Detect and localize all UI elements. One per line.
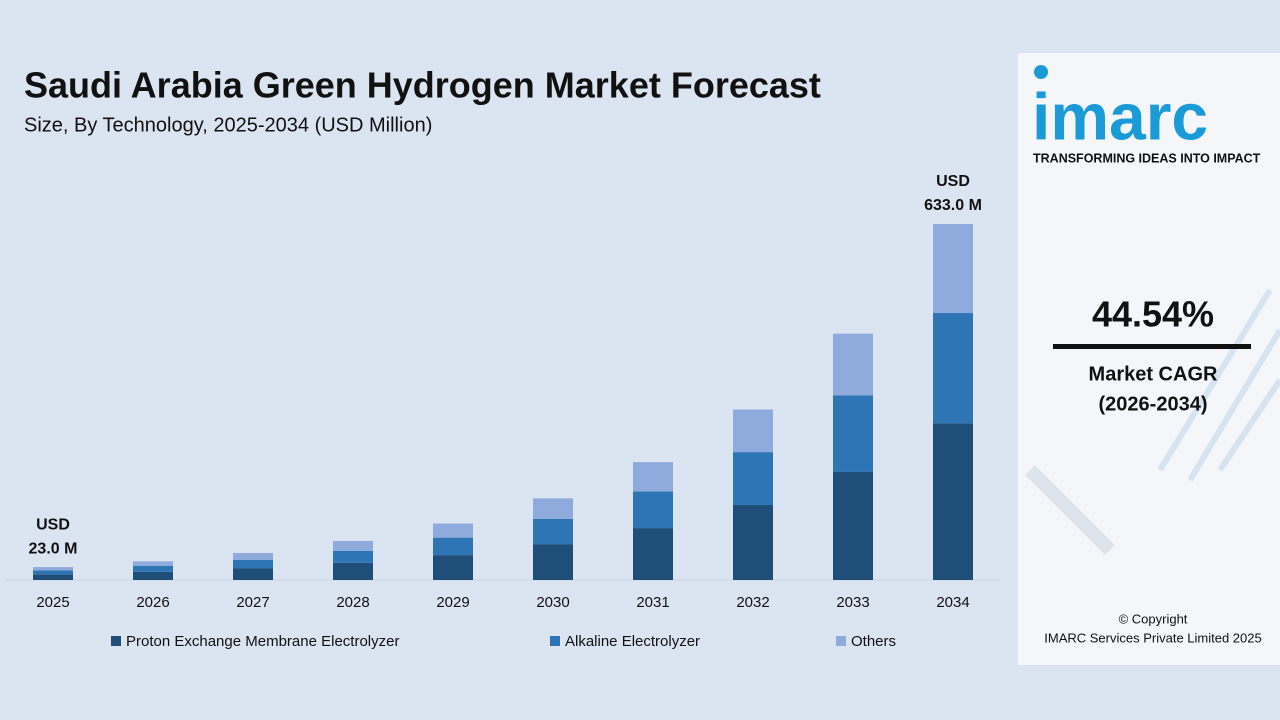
legend-swatch <box>111 636 121 646</box>
cagr-label: Market CAGR <box>1089 363 1218 385</box>
bar-segment <box>433 537 473 556</box>
annotation: 633.0 M <box>924 197 982 214</box>
legend-swatch <box>550 636 560 646</box>
cagr-period: (2026-2034) <box>1099 393 1208 415</box>
bar-segment <box>733 409 773 453</box>
x-tick-label: 2025 <box>36 594 69 611</box>
x-tick-label: 2026 <box>136 594 169 611</box>
side-decoration <box>1025 288 1280 555</box>
legend-label: Proton Exchange Membrane Electrolyzer <box>126 633 399 650</box>
cagr-rule <box>1053 344 1251 349</box>
x-tick-label: 2033 <box>836 594 869 611</box>
bar-segment <box>333 562 373 580</box>
chart-title: Saudi Arabia Green Hydrogen Market Forec… <box>24 65 821 106</box>
annotation: USD <box>936 173 970 190</box>
copyright: © Copyright <box>1119 611 1188 626</box>
legend-label: Others <box>851 633 896 650</box>
legend-label: Alkaline Electrolyzer <box>565 633 700 650</box>
bar-segment <box>533 544 573 580</box>
bar-segment <box>133 561 173 566</box>
bar-segment <box>533 518 573 545</box>
x-tick-label: 2032 <box>736 594 769 611</box>
cagr-value: 44.54% <box>1092 294 1214 335</box>
bar-segment <box>633 462 673 492</box>
bar-segment <box>833 395 873 472</box>
bar-segment <box>333 550 373 563</box>
bar-segment <box>733 452 773 505</box>
legend-swatch <box>836 636 846 646</box>
annotation: USD <box>36 516 70 533</box>
x-tick-label: 2027 <box>236 594 269 611</box>
bar-segment <box>733 504 773 580</box>
bar-segment <box>133 565 173 572</box>
x-tick-label: 2031 <box>636 594 669 611</box>
company: IMARC Services Private Limited 2025 <box>1044 630 1261 645</box>
bar-segment <box>833 333 873 396</box>
bar-segment <box>433 555 473 580</box>
annotation: 23.0 M <box>29 540 78 557</box>
logo-dot <box>1034 65 1048 79</box>
x-tick-label: 2028 <box>336 594 369 611</box>
bar-segment <box>133 571 173 580</box>
logo: imarc <box>1032 79 1208 153</box>
side-panel <box>1018 53 1280 665</box>
bar-segment <box>233 553 273 560</box>
bar-segment <box>633 528 673 580</box>
bar-segment <box>233 568 273 580</box>
bar-segment <box>233 559 273 569</box>
chart-subtitle: Size, By Technology, 2025-2034 (USD Mill… <box>24 114 432 136</box>
bar-segment <box>933 423 973 580</box>
bar-segment <box>433 523 473 538</box>
bar-segment <box>33 574 73 580</box>
bar-segment <box>933 313 973 424</box>
x-tick-label: 2029 <box>436 594 469 611</box>
bar-segment <box>33 567 73 571</box>
bar-segment <box>533 498 573 519</box>
x-tick-label: 2030 <box>536 594 569 611</box>
bar-segment <box>833 471 873 580</box>
bar-segment <box>33 570 73 575</box>
x-tick-label: 2034 <box>936 594 969 611</box>
bar-segment <box>933 224 973 314</box>
bar-segment <box>633 491 673 529</box>
tagline: TRANSFORMING IDEAS INTO IMPACT <box>1033 151 1261 165</box>
bar-segment <box>333 540 373 551</box>
